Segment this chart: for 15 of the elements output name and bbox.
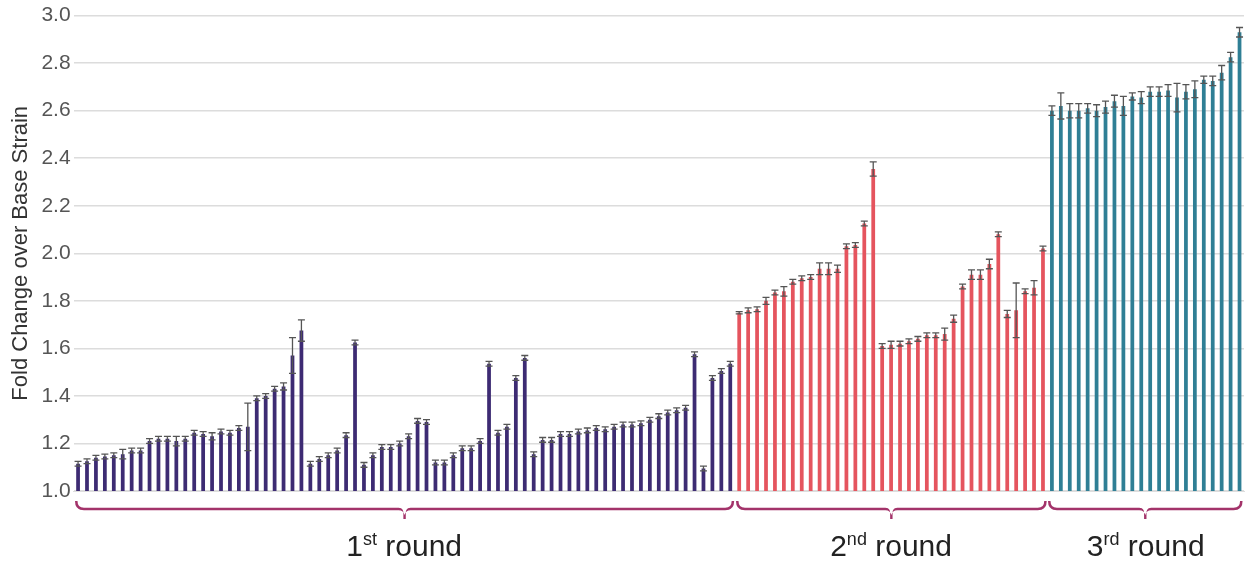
y-axis-title: Fold Change over Base Strain	[7, 105, 33, 401]
y-tick-label: 2.8	[41, 49, 71, 73]
y-tick-label: 1.8	[41, 287, 71, 311]
series-label: 2$^{nd}$ round	[830, 529, 952, 563]
series-label: 3$^{rd}$ round	[1086, 529, 1205, 563]
y-tick-label: 2.6	[41, 97, 71, 121]
y-tick-label: 2.4	[41, 145, 71, 169]
y-tick-label: 1.2	[41, 430, 71, 454]
y-tick-label: 2.0	[41, 240, 71, 264]
y-tick-label: 3.0	[41, 2, 71, 26]
series-label: 1$^{st}$ round	[346, 529, 463, 563]
y-tick-label: 1.6	[41, 335, 71, 359]
y-tick-label: 1.4	[41, 382, 71, 406]
y-tick-label: 1.0	[41, 477, 71, 501]
y-tick-label: 2.2	[41, 192, 71, 216]
